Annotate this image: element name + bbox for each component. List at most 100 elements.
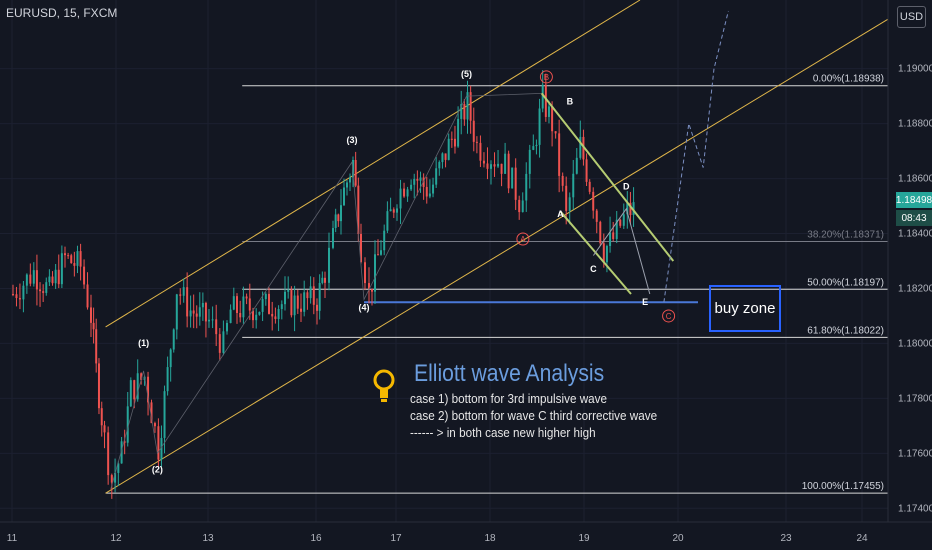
candle-body [312, 286, 315, 305]
candle-body [357, 185, 360, 234]
candle-body [535, 144, 538, 147]
candle-body [334, 214, 337, 229]
candle-body [565, 185, 568, 211]
candle-body [204, 302, 207, 322]
candle-body [626, 202, 629, 215]
candle-body [186, 287, 189, 317]
candle-body [425, 186, 428, 197]
candle-body [374, 254, 376, 292]
candle-body [568, 197, 571, 211]
circled-label: B [544, 73, 549, 82]
candle-body [300, 308, 302, 312]
candle-body [622, 214, 625, 226]
candle-body [324, 277, 326, 283]
candle-body [413, 178, 416, 185]
circled-label-ring [539, 70, 553, 84]
candle-body [245, 296, 248, 299]
candle-body [140, 373, 143, 381]
candle-body [157, 426, 160, 460]
candle-body [175, 294, 178, 330]
candle-body [215, 319, 218, 335]
candle-body [64, 253, 66, 256]
channel-upper [105, 0, 641, 328]
candle-body [309, 286, 312, 299]
candle-body [261, 299, 264, 312]
wave-label: (5) [461, 69, 472, 79]
candle-body [525, 173, 528, 201]
candle-body [585, 159, 588, 182]
candle-body [153, 423, 156, 427]
candle-body [73, 263, 76, 266]
candle-body [160, 437, 163, 460]
candle-body [352, 159, 354, 178]
time-tick: 17 [390, 533, 402, 544]
candle-body [258, 311, 261, 315]
trend-channel [105, 0, 889, 494]
price-axis[interactable]: 1.17400 1.17600 1.17800 1.18000 1.18200 1.184… [887, 0, 932, 550]
wave-label: (2) [152, 465, 163, 475]
candle-body [386, 211, 389, 231]
candle-body [328, 247, 330, 283]
candle-body [619, 219, 622, 226]
candle-body [150, 402, 153, 424]
candle-body [179, 294, 182, 296]
candle-body [163, 391, 166, 438]
candle-body [110, 475, 113, 483]
candle-body [114, 472, 117, 483]
candle-body [284, 291, 286, 305]
circled-label-ring [662, 309, 676, 323]
candle-body [39, 289, 42, 292]
candle-body [208, 319, 210, 322]
circled-label: C [666, 312, 672, 321]
candle-body [337, 214, 340, 222]
candle-body [612, 232, 615, 239]
lightbulb-icon [373, 369, 395, 402]
candle-body [479, 142, 482, 161]
last-price-tag: 1.18498 [896, 192, 932, 208]
price-tick: 1.18200 [898, 283, 932, 294]
symbol-title: EURUSD, 15, FXCM [6, 6, 118, 20]
wave-labels: (1) (2) (3) (4) (5) B A C D E B A C [138, 69, 676, 475]
candle-body [42, 291, 45, 293]
candle-body [441, 153, 444, 163]
candle-body [18, 298, 21, 300]
grid-lines [0, 0, 888, 522]
candle-body [466, 92, 469, 120]
time-axis-bg [0, 522, 932, 550]
candle-body [280, 304, 283, 310]
time-tick: 23 [780, 533, 792, 544]
candle-body [551, 106, 554, 132]
fib-label: 38.20%(1.18371) [807, 229, 884, 240]
candle-body [232, 296, 235, 310]
candle-body [507, 153, 510, 189]
candle-body [15, 294, 18, 299]
candle-body [274, 316, 277, 319]
candle-body [541, 84, 544, 109]
fib-label: 100.00%(1.17455) [802, 481, 884, 492]
candle-body [332, 228, 334, 248]
candle-body [592, 191, 595, 211]
candle-body [486, 163, 489, 169]
candle-body [123, 441, 126, 443]
analysis-line-1: case 1) bottom for 3rd impulsive wave [410, 391, 608, 406]
time-tick: 12 [110, 533, 122, 544]
candle-body [354, 159, 357, 186]
candle-body [371, 288, 373, 292]
candle-body [83, 266, 86, 285]
candle-body [321, 277, 324, 283]
candle-body [532, 146, 535, 150]
circled-label: A [520, 235, 526, 244]
candle-body [432, 184, 435, 194]
candle-body [419, 177, 422, 181]
candle-body [296, 295, 299, 309]
time-axis[interactable]: 11 12 13 16 17 18 19 20 23 24 [0, 521, 932, 550]
currency-button[interactable]: USD [897, 6, 926, 28]
candle-body [90, 307, 92, 323]
candle-body [306, 292, 309, 299]
candle-body [579, 136, 582, 158]
candle-body [493, 164, 496, 167]
projection-path [663, 10, 729, 303]
time-tick: 13 [202, 533, 214, 544]
candle-body [92, 322, 95, 330]
